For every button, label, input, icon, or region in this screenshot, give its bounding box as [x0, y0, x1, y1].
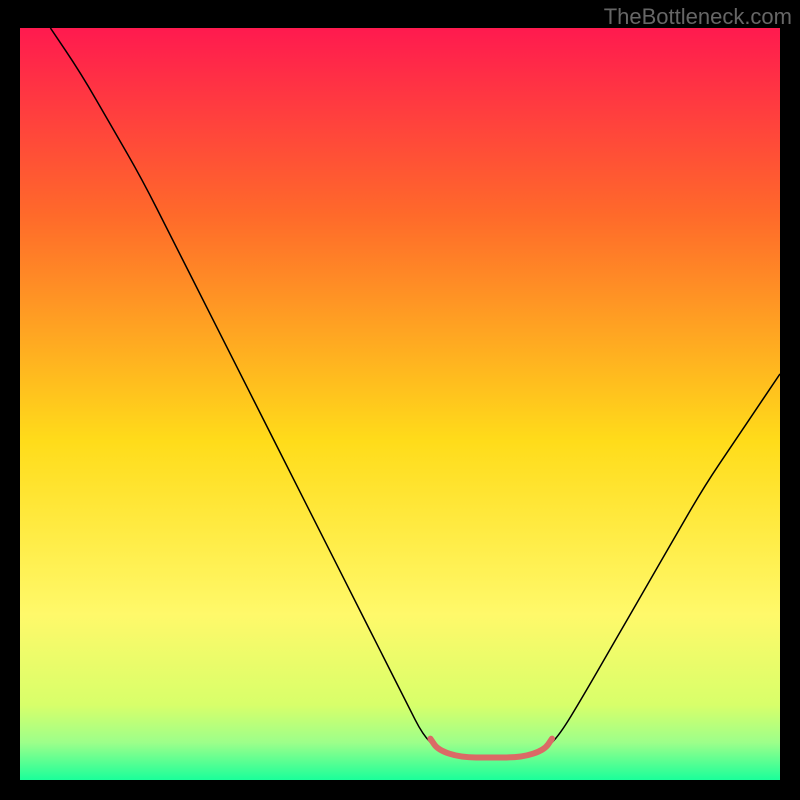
chart-background: [20, 28, 780, 780]
plot-area: [20, 28, 780, 780]
chart-svg: [20, 28, 780, 780]
watermark-text: TheBottleneck.com: [604, 4, 792, 30]
